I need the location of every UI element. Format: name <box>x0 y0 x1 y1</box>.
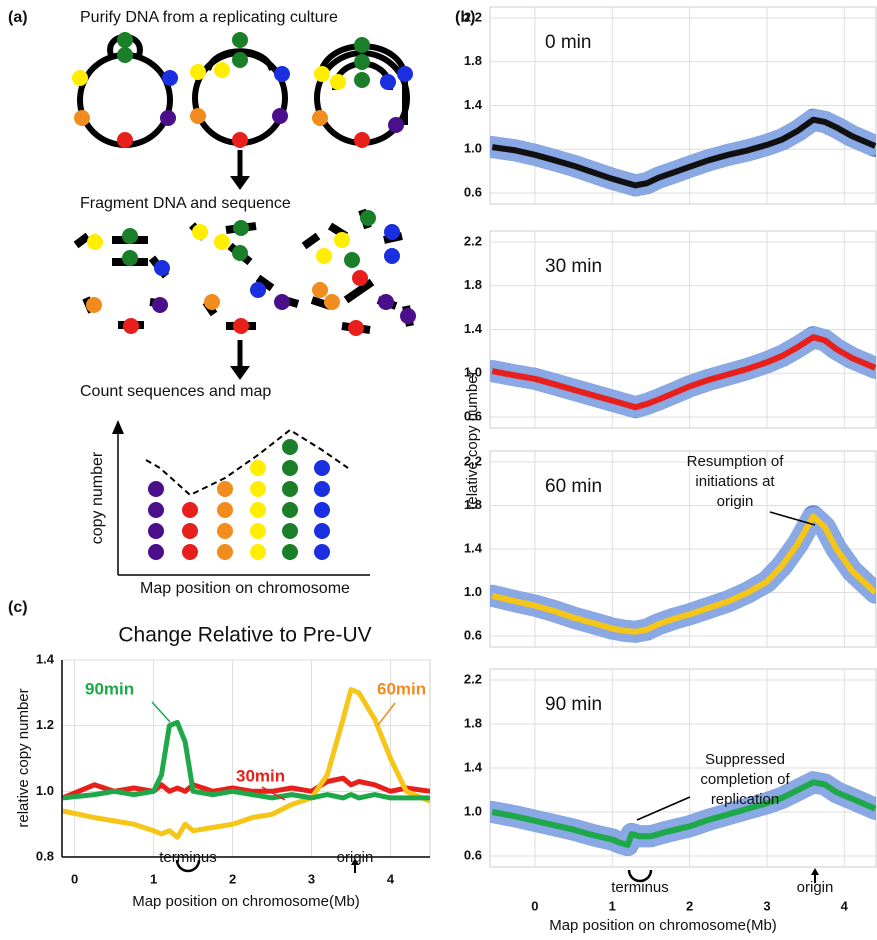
step-text: Purify DNA from a replicating culture <box>80 9 338 26</box>
landmark-label: terminus <box>159 849 217 866</box>
y-tick-label: 1.4 <box>464 759 483 774</box>
y-tick-label: 1.8 <box>464 715 482 730</box>
step-text: Fragment DNA and sequence <box>80 195 291 212</box>
y-tick-label: 1.0 <box>464 584 482 599</box>
step-text: Count sequences and map <box>80 383 271 400</box>
y-tick-label: 0.6 <box>464 628 482 643</box>
y-tick-label: 1.0 <box>464 141 482 156</box>
y-tick-label: 0.6 <box>464 408 482 423</box>
chart-title: 60 min <box>545 476 602 497</box>
x-tick-label: 2 <box>686 898 693 913</box>
y-tick-label: 2.2 <box>464 671 482 686</box>
y-tick-label: 1.4 <box>464 540 483 555</box>
chart-title: 0 min <box>545 32 591 53</box>
annotation: Suppressed <box>705 751 785 768</box>
x-tick-label: 0 <box>531 898 538 913</box>
axis-label: copy number <box>89 451 106 544</box>
y-tick-label: 1.8 <box>464 53 482 68</box>
x-tick-label: 3 <box>308 871 315 886</box>
annotation: replication <box>711 791 779 808</box>
landmark-label: origin <box>337 849 374 866</box>
y-tick-label: 1.4 <box>36 651 55 666</box>
chart-title: 30 min <box>545 256 602 277</box>
annotation: completion of <box>700 771 790 788</box>
series-label: 30min <box>236 766 285 785</box>
y-tick-label: 1.0 <box>464 365 482 380</box>
panel-label: (a) <box>8 9 28 26</box>
y-tick-label: 1.8 <box>464 277 482 292</box>
x-tick-label: 1 <box>609 898 616 913</box>
y-tick-label: 1.4 <box>464 97 483 112</box>
chart-title: Change Relative to Pre-UV <box>118 624 371 647</box>
y-tick-label: 0.6 <box>464 184 482 199</box>
y-tick-label: 1.0 <box>36 783 54 798</box>
x-tick-label: 1 <box>150 871 157 886</box>
y-tick-label: 2.2 <box>464 453 482 468</box>
arrow <box>230 340 250 380</box>
y-tick-label: 1.8 <box>464 497 482 512</box>
axis-label: Map position on chromosome <box>140 580 350 597</box>
series-label: 60min <box>377 679 426 698</box>
y-tick-label: 1.2 <box>36 717 54 732</box>
dna-fragments <box>76 210 416 336</box>
chart-title: 90 min <box>545 694 602 715</box>
x-tick-label: 3 <box>763 898 770 913</box>
annotation: origin <box>717 493 754 510</box>
annotation: Resumption of <box>687 453 785 470</box>
landmark-label: origin <box>797 879 834 896</box>
arrow <box>230 150 250 190</box>
figure: (a) Purify DNA from a replicating cultur… <box>0 0 877 940</box>
x-tick-label: 2 <box>229 871 236 886</box>
x-tick-label: 4 <box>387 871 395 886</box>
y-axis-label: relative copy number <box>464 370 481 509</box>
panel-label: (c) <box>8 599 28 616</box>
series-label: 90min <box>85 679 134 698</box>
y-tick-label: 2.2 <box>464 9 482 24</box>
x-tick-label: 0 <box>71 871 78 886</box>
y-axis-label: relative copy number <box>15 688 32 827</box>
y-tick-label: 0.8 <box>36 848 54 863</box>
origin-marker <box>811 868 819 875</box>
x-axis-label: Map position on chromosome(Mb) <box>549 917 777 934</box>
x-tick-label: 4 <box>841 898 849 913</box>
x-axis-label: Map position on chromosome(Mb) <box>132 893 360 910</box>
y-tick-label: 2.2 <box>464 233 482 248</box>
annotation: initiations at <box>695 473 775 490</box>
y-tick-label: 1.4 <box>464 321 483 336</box>
y-tick-label: 1.0 <box>464 803 482 818</box>
landmark-label: terminus <box>611 879 669 896</box>
copy-number-sketch <box>112 420 370 575</box>
y-tick-label: 0.6 <box>464 847 482 862</box>
